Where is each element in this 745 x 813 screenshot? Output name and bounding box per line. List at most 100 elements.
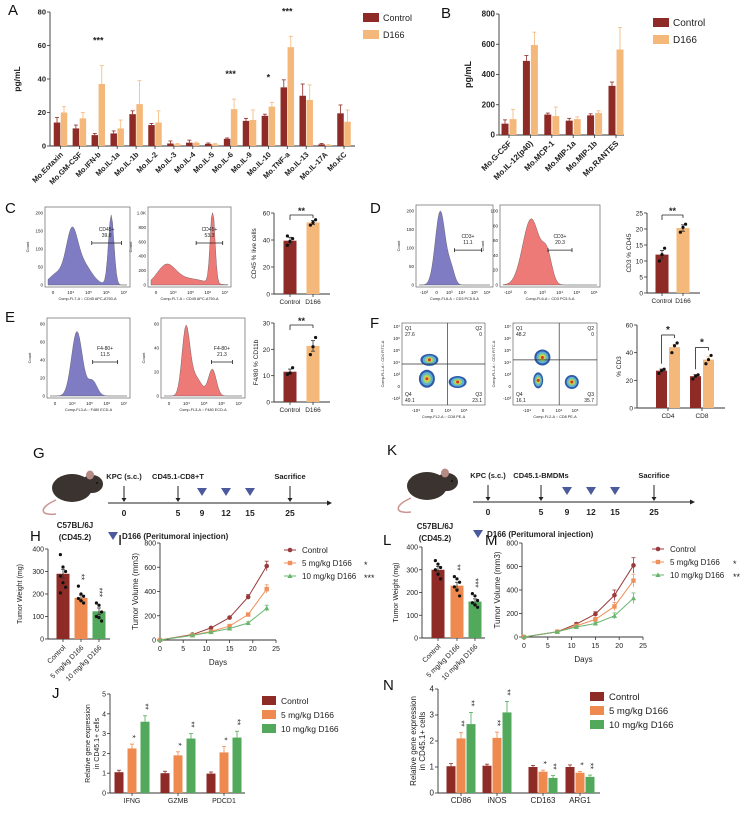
event-arrowhead [538,497,544,501]
y-tick-label: 400 [144,589,156,596]
day-label: 9 [565,507,570,517]
bar [249,120,257,146]
marker-circle [655,546,661,552]
x-tick-label: 10⁶ [591,290,598,295]
panel-letter: M [485,532,498,549]
y-tick-label: 0 [495,283,498,288]
bar [492,737,502,793]
category-label: D166 [305,407,321,414]
data-point [691,377,695,381]
x-tick-label: 10⁵ [471,290,478,295]
significance-marker: ** [549,763,558,769]
marker-triangle [611,613,618,618]
data-point [82,594,86,598]
y-axis-label: in CD45.1+ cells [418,712,427,770]
marker-circle [208,625,214,631]
significance-marker: ** [733,572,741,582]
injection-triangle-icon [562,487,572,495]
y-tick-label: 40 [493,253,499,258]
data-point [288,239,292,243]
y-axis-label: Count [27,352,32,364]
panel-letter: D [370,200,381,217]
x-tick-label: 0 [542,408,545,413]
bar [530,45,538,135]
data-point [94,614,98,619]
significance-marker: ** [586,763,595,769]
marker-circle [612,592,617,598]
bar [167,143,174,146]
quadrant-name: Q4 [516,392,523,398]
injection-triangle-icon [221,488,231,496]
x-tick-label: 15 [226,646,234,653]
category-label: Mo.KC [325,150,349,174]
quadrant-value: 48.2 [516,332,526,338]
y-tick-label: 200 [506,611,518,618]
marker-triangle [573,624,579,630]
x-tick-label: 10⁵ [201,401,208,406]
y-tick-label: 10 [636,259,644,266]
data-point [100,619,104,623]
y-tick-label: 800 [144,541,156,548]
bar [53,122,61,146]
y-tick-label: 2 [430,737,435,746]
legend-label: Control [609,692,640,703]
gate-label: CD45+ [99,227,115,233]
mouse-tail [42,499,57,516]
y-tick-label: 0 [42,142,46,151]
y-tick-label: 300 [406,567,418,574]
y-tick-label: 0 [430,789,435,798]
quadrant-name: Q3 [587,392,594,398]
significance-marker: ** [467,700,476,706]
event-label: CD45.1-CD8+T [152,472,204,481]
marker-square [264,586,269,592]
y-tick-label: 150 [35,229,43,234]
x-tick-label: 10⁵ [572,408,579,413]
y-tick-label: 0 [156,394,159,399]
y-tick-label: 15 [636,243,644,250]
data-point [659,369,664,373]
y-tick-label: 20 [38,108,46,117]
series-path [159,565,268,641]
bar [552,116,560,135]
bar [575,772,585,793]
data-point [436,562,440,566]
event-arrowhead [175,498,181,502]
data-point [452,574,456,579]
legend-label: Control [673,18,705,29]
quadrant-name: Q4 [405,392,412,398]
x-tick-label: 0 [168,401,171,406]
panel-N-bar-chart: 0 1 2 3 4 Relative gene expression in CD45.1+ … [409,685,673,806]
quadrant-name: Q2 [475,326,482,332]
histogram-shape [164,324,242,397]
marker-circle [593,611,598,617]
significance-marker: ** [187,721,196,727]
bar [690,376,701,408]
marker-triangle [592,620,598,626]
data-point [670,351,674,355]
bar [608,85,616,135]
data-point [473,603,477,607]
bar [655,254,669,293]
quadrant-value: 27.6 [405,332,415,338]
plot-frame [46,317,131,399]
legend-swatch [590,692,604,701]
x-axis-label: Comp-FL3-A :: F480 ECD-A [179,408,227,412]
marker-triangle [264,605,270,611]
data-point [76,584,80,588]
panel-E-bar-chart: 0 10 20 30 F4/80 % CD11b Control D166 ** [253,316,330,414]
significance-marker: * [364,560,368,570]
y-tick-label: 0 [266,292,270,299]
data-point [476,605,480,609]
legend-item: Control [653,18,705,29]
y-tick-label: 40 [263,238,271,245]
plot-frame [147,206,232,288]
flow-histogram: CD45+53.3 0 200 400 600 800 1.0K 0 10⁴ 10⁵ 10⁶ 10⁷ C… [128,206,232,301]
y-tick-label: 20 [636,227,644,234]
significance-marker: ** [669,206,677,216]
legend-swatch [653,18,669,27]
y-tick-label: 0 [491,131,496,140]
y-tick-label: 10⁶ [393,336,400,341]
x-axis-label: Comp-FL3-A :: F480 ECD-A [65,408,113,412]
legend-swatch [590,720,604,729]
